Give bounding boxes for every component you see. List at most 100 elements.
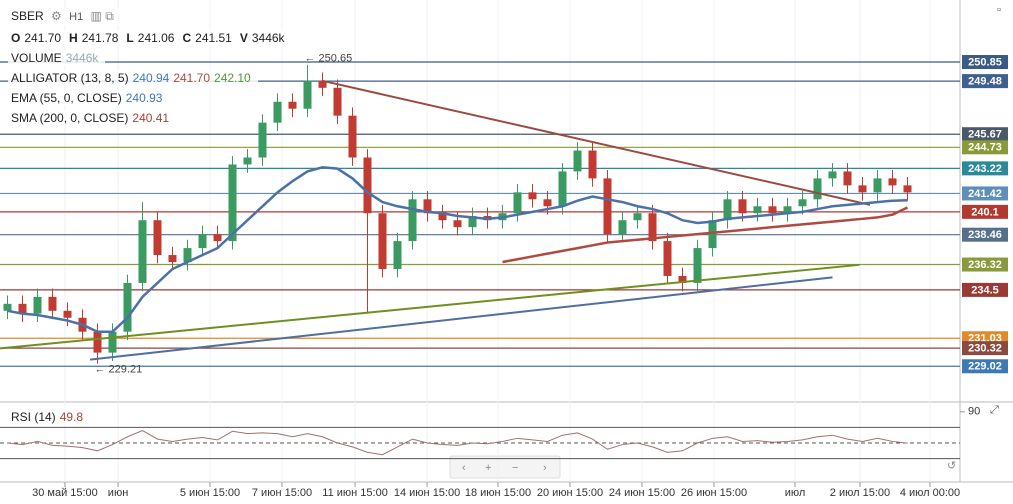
indicator-value: 240.41: [132, 111, 170, 125]
price-label: 243.22: [968, 163, 1002, 175]
scroll-left[interactable]: ‹: [462, 462, 466, 474]
trendline: [0, 263, 860, 350]
rsi-tick-label: 90: [968, 406, 980, 418]
candle-body: [423, 199, 432, 214]
ohlc-key: O: [11, 31, 21, 45]
ohlc-value: 241.06: [137, 31, 175, 45]
interval[interactable]: H1: [69, 11, 84, 23]
candle-body: [93, 331, 102, 353]
candle-body: [678, 275, 687, 283]
candle-body: [408, 199, 417, 242]
indicator-row[interactable]: EMA (55, 0, CLOSE) 240.93: [8, 90, 170, 106]
candle-body: [648, 213, 657, 242]
symbol-row: SBER ⚙ H1 ▥ ⧉: [8, 8, 121, 25]
candle-body: [873, 178, 882, 193]
candle-body: [333, 87, 342, 116]
candle-body: [168, 255, 177, 263]
candle-body: [378, 213, 387, 269]
symbol[interactable]: SBER: [11, 9, 44, 23]
x-tick-label: 7 июн 15:00: [252, 487, 312, 499]
price-label: 230.32: [968, 343, 1002, 355]
candle-body: [453, 220, 462, 228]
candle-body: [513, 192, 522, 214]
candle-body: [588, 150, 597, 179]
indicator-name: ALLIGATOR (13, 8, 5): [11, 71, 129, 85]
candle-body: [183, 248, 192, 263]
candle-body: [48, 296, 57, 311]
candle-body: [573, 150, 582, 172]
candle-body: [558, 171, 567, 207]
candle-body: [903, 185, 912, 193]
candle-body: [543, 199, 552, 207]
x-tick-label: 26 июн 15:00: [681, 487, 747, 499]
price-label-bg: [962, 227, 1008, 242]
indicator-name: EMA (55, 0, CLOSE): [11, 91, 122, 105]
ohlc-key: V: [239, 31, 248, 45]
price-annotation: ← 229.21: [95, 364, 143, 376]
indicator-value: 242.10: [214, 71, 251, 85]
indicator-row[interactable]: SMA (200, 0, CLOSE) 240.41: [8, 110, 177, 126]
rsi-value: 49.8: [59, 410, 84, 424]
x-tick-label: 5 июн 15:00: [180, 487, 240, 499]
indicator-row[interactable]: VOLUME 3446k: [8, 50, 106, 66]
candle-body: [843, 171, 852, 186]
trendline: [322, 79, 871, 206]
candle-body: [228, 164, 237, 242]
candle-body: [243, 157, 252, 165]
candle-body: [693, 248, 702, 283]
price-label: 245.67: [968, 129, 1002, 141]
candle-body: [438, 213, 447, 221]
indicator-name: VOLUME: [11, 51, 62, 65]
settings-corner[interactable]: ▫: [997, 4, 1001, 16]
candle-body: [153, 220, 162, 256]
reset-button[interactable]: ↺: [947, 460, 956, 472]
x-tick-label: 24 июн 15:00: [609, 487, 675, 499]
candle-body: [33, 296, 42, 314]
trendline: [89, 276, 833, 361]
candle-body: [108, 331, 117, 353]
ohlc-key: C: [182, 31, 192, 45]
price-label: 229.02: [968, 361, 1002, 373]
candle-body: [528, 192, 537, 200]
nav-bar: [449, 455, 561, 479]
candle-body: [813, 178, 822, 200]
price-annotation: ← 250.65: [305, 53, 353, 65]
candle-body: [603, 178, 612, 235]
candle-body: [768, 206, 777, 214]
indicator-name: SMA (200, 0, CLOSE): [11, 111, 129, 125]
ohlc-row: O 241.70 H 241.78 L 241.06 C 241.51 V 3446k: [8, 30, 296, 46]
price-label-bg: [962, 127, 1008, 142]
settings-icon[interactable]: ⚙: [51, 9, 62, 23]
price-label-bg: [962, 359, 1008, 374]
price-label-bg: [962, 257, 1008, 272]
rsi-line: [7, 429, 908, 456]
candle-body: [663, 241, 672, 276]
candle-body: [753, 206, 762, 214]
indicator-row[interactable]: ALLIGATOR (13, 8, 5) 240.94 241.70 242.10: [8, 70, 258, 86]
price-label: 250.85: [968, 56, 1002, 68]
price-label: 234.5: [971, 284, 999, 296]
candle-body: [318, 80, 327, 88]
ohlc-value: 241.78: [81, 31, 119, 45]
indicator-value: 241.70: [173, 71, 211, 85]
candle-body: [618, 220, 627, 235]
indicator-value: 240.93: [125, 91, 163, 105]
candle-body: [288, 101, 297, 109]
price-label: 241.42: [968, 188, 1002, 200]
ohlc-key: L: [126, 31, 134, 45]
scroll-right[interactable]: ›: [543, 462, 547, 474]
price-label-bg: [962, 186, 1008, 201]
price-label-bg: [962, 341, 1008, 356]
candle-body: [468, 216, 477, 228]
rsi-name: RSI (14): [11, 410, 56, 424]
price-label: 238.46: [968, 229, 1002, 241]
zoom-in[interactable]: +: [485, 462, 491, 474]
chart-icons[interactable]: ▥ ⧉: [90, 9, 114, 23]
zoom-out[interactable]: −: [512, 462, 518, 474]
x-tick-label: 18 июн 15:00: [465, 487, 531, 499]
maximize-button[interactable]: ⤢: [990, 404, 999, 416]
candle-body: [303, 80, 312, 109]
candle-body: [273, 101, 282, 123]
candle-body: [888, 178, 897, 186]
